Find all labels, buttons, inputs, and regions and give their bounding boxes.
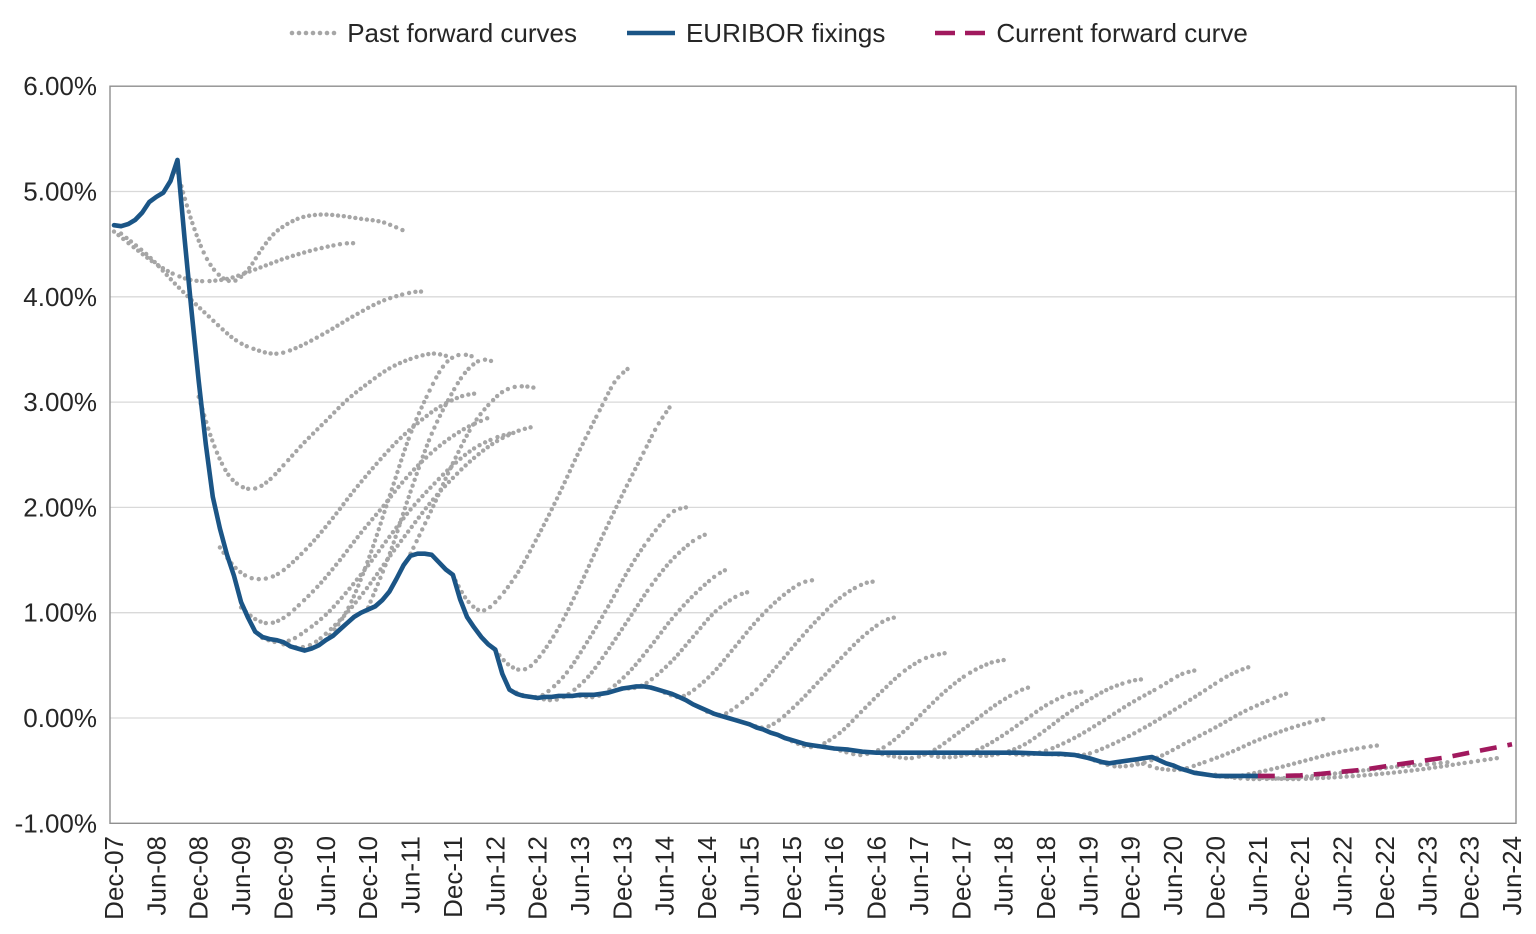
solid-line-icon bbox=[626, 30, 675, 36]
x-tick-label: Dec-14 bbox=[692, 836, 722, 920]
x-tick-label: Dec-15 bbox=[777, 836, 807, 920]
x-tick-label: Jun-16 bbox=[819, 836, 849, 916]
x-tick-label: Dec-20 bbox=[1200, 836, 1230, 920]
x-tick-label: Jun-14 bbox=[650, 836, 680, 916]
x-tick-label: Dec-17 bbox=[946, 836, 976, 920]
x-tick-label: Dec-13 bbox=[607, 836, 637, 920]
legend-label-euribor-fixings: EURIBOR fixings bbox=[685, 18, 886, 48]
legend-label-past-forward-curves: Past forward curves bbox=[347, 18, 577, 48]
x-tick-label: Dec-10 bbox=[353, 836, 383, 920]
legend-item-current-forward-curve: Current forward curve bbox=[933, 14, 1248, 52]
x-tick-label: Jun-11 bbox=[396, 836, 426, 914]
y-tick-label: 0.00% bbox=[23, 703, 97, 733]
x-tick-label: Dec-08 bbox=[184, 836, 214, 920]
x-tick-label: Dec-09 bbox=[268, 836, 298, 920]
x-axis-labels: Dec-07 Jun-08 Dec-08 Jun-09 Dec-09 Jun-10 Dec-… bbox=[99, 836, 1527, 920]
x-tick-label: Jun-08 bbox=[141, 836, 171, 916]
x-tick-label: Dec-12 bbox=[523, 836, 553, 920]
y-tick-label: -1.00% bbox=[15, 808, 97, 838]
legend-item-euribor-fixings: EURIBOR fixings bbox=[625, 14, 885, 52]
x-tick-label: Jun-15 bbox=[734, 836, 764, 916]
past-forward-curves-series bbox=[111, 170, 1499, 782]
y-axis-labels: 6.00% 5.00% 4.00% 3.00% 2.00% 1.00% 0.00% -1.00… bbox=[15, 71, 97, 838]
x-tick-label: Jun-19 bbox=[1073, 836, 1103, 916]
x-tick-label: Dec-21 bbox=[1285, 836, 1315, 920]
x-tick-label: Dec-23 bbox=[1455, 836, 1485, 920]
y-tick-label: 3.00% bbox=[23, 387, 97, 417]
current-forward-series bbox=[1257, 742, 1513, 779]
y-tick-label: 6.00% bbox=[23, 71, 97, 101]
dashed-line-icon bbox=[935, 30, 986, 36]
x-tick-label: Jun-18 bbox=[989, 836, 1019, 916]
euribor-series bbox=[111, 157, 1261, 779]
x-tick-label: Jun-22 bbox=[1328, 836, 1358, 916]
legend-item-past-forward-curves: Past forward curves bbox=[288, 14, 577, 52]
y-tick-label: 2.00% bbox=[23, 492, 97, 522]
x-tick-label: Jun-13 bbox=[565, 836, 595, 916]
plot-border bbox=[109, 85, 1517, 824]
x-tick-label: Jun-10 bbox=[311, 836, 341, 916]
y-tick-label: 1.00% bbox=[23, 598, 97, 628]
y-tick-label: 4.00% bbox=[23, 282, 97, 312]
x-tick-label: Jun-20 bbox=[1158, 836, 1188, 916]
x-tick-label: Dec-11 bbox=[438, 836, 468, 918]
x-tick-label: Jun-09 bbox=[226, 836, 256, 916]
x-tick-label: Dec-07 bbox=[99, 836, 129, 920]
x-tick-label: Jun-12 bbox=[480, 836, 510, 916]
x-tick-label: Jun-24 bbox=[1497, 836, 1527, 916]
x-tick-label: Jun-21 bbox=[1243, 836, 1273, 916]
x-tick-label: Dec-19 bbox=[1116, 836, 1146, 920]
x-tick-label: Jun-17 bbox=[904, 836, 934, 916]
x-tick-label: Dec-18 bbox=[1031, 836, 1061, 920]
y-tick-label: 5.00% bbox=[23, 177, 97, 207]
legend-label-current-forward-curve: Current forward curve bbox=[996, 18, 1248, 48]
x-tick-label: Jun-23 bbox=[1412, 836, 1442, 916]
x-tick-label: Dec-22 bbox=[1370, 836, 1400, 920]
x-tick-label: Dec-16 bbox=[862, 836, 892, 920]
legend: Past forward curves EURIBOR fixings Curr… bbox=[0, 14, 1536, 52]
dotted-line-icon bbox=[289, 30, 337, 36]
